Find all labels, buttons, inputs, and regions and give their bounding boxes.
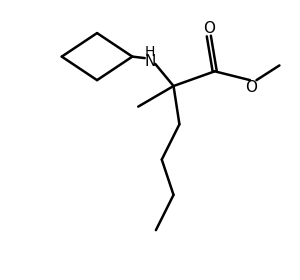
Text: H: H [145, 45, 155, 59]
Text: N: N [144, 54, 156, 69]
Text: O: O [245, 80, 257, 95]
Text: O: O [203, 21, 215, 36]
